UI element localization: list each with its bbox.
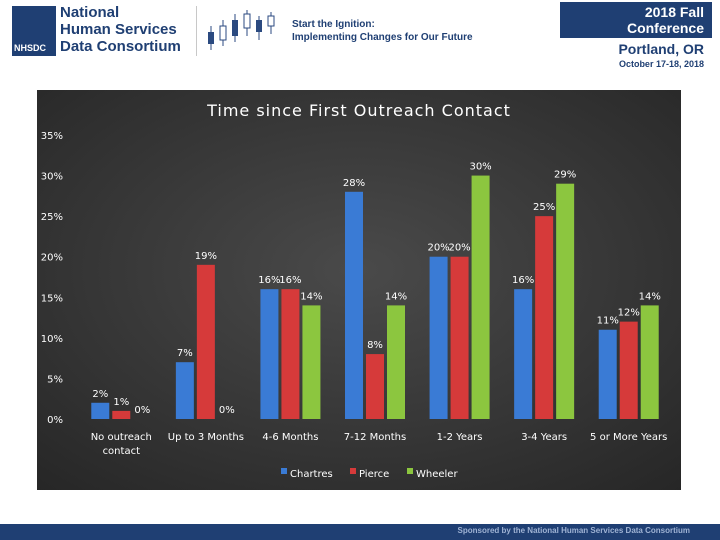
bar-value-label: 16% (512, 275, 534, 286)
bar-value-label: 12% (618, 308, 640, 319)
bar-pierce (112, 410, 131, 419)
header-divider (196, 6, 197, 56)
bar-value-label: 14% (385, 291, 407, 302)
bar-pierce (619, 321, 638, 419)
conference-dates: October 17-18, 2018 (618, 59, 704, 69)
bar-value-label: 16% (279, 275, 301, 286)
bar-chart: Time since First Outreach Contact 0% 5% 10… (37, 90, 681, 490)
bar-value-label: 1% (113, 397, 129, 408)
bar-wheeler (556, 183, 575, 419)
org-name-line-2: Human Services (60, 21, 177, 38)
conference-tagline: Start the Ignition: Implementing Changes… (292, 18, 473, 44)
bar-chartres (175, 362, 194, 419)
bar-value-label: 14% (300, 291, 322, 302)
y-tick-label: 25% (41, 212, 63, 223)
bar-wheeler (471, 175, 490, 419)
bar-chartres (598, 329, 617, 419)
bar-value-label: 8% (367, 340, 383, 351)
bar-wheeler (302, 305, 321, 419)
y-tick-label: 35% (41, 131, 63, 142)
bar-chartres (345, 191, 363, 419)
bar-value-label: 19% (195, 251, 217, 262)
bar-wheeler (387, 305, 405, 419)
org-logo: NHSDC National Human Services Data Conso… (12, 4, 192, 60)
x-tick-label: 3-4 Years (521, 432, 567, 443)
org-logo-mark: NHSDC (12, 6, 56, 56)
bar-value-label: 0% (134, 405, 150, 416)
bar-value-label: 16% (258, 275, 280, 286)
bar-pierce (281, 289, 300, 419)
bar-value-label: 20% (427, 243, 449, 254)
y-tick-label: 5% (47, 374, 63, 385)
legend-label-wheeler: Wheeler (416, 469, 458, 480)
bar-value-label: 20% (448, 243, 470, 254)
x-tick-label: 5 or More Years (590, 432, 667, 443)
bar-value-label: 2% (92, 389, 108, 400)
y-tick-label: 20% (41, 253, 63, 264)
bar-value-label: 0% (219, 405, 235, 416)
bar-pierce (450, 256, 469, 419)
chart-title: Time since First Outreach Contact (206, 101, 511, 120)
tagline-subtitle: Implementing Changes for Our Future (292, 32, 473, 43)
legend-swatch-pierce (350, 468, 356, 474)
tagline-title: Start the Ignition: (292, 19, 375, 30)
x-tick-label: 4-6 Months (262, 432, 318, 443)
bar-pierce (535, 216, 554, 419)
bar-chartres (260, 289, 279, 419)
org-abbr: NHSDC (14, 43, 47, 53)
conference-info: 2018 Fall Conference Portland, OR Octobe… (560, 2, 712, 69)
org-name-line-1: National (60, 4, 120, 21)
x-tick-label: No outreach contact (91, 432, 152, 457)
y-tick-label: 0% (47, 415, 63, 426)
org-name: National Human Services Data Consortium (60, 4, 181, 55)
footer-text: Sponsored by the National Human Services… (457, 526, 691, 535)
legend-label-pierce: Pierce (359, 469, 389, 480)
x-tick-label: Up to 3 Months (168, 432, 244, 443)
bar-wheeler (640, 305, 659, 419)
bar-value-label: 28% (343, 178, 365, 189)
x-tick-label: 1-2 Years (437, 432, 483, 443)
conference-title: 2018 Fall Conference (560, 2, 712, 38)
y-tick-label: 15% (41, 293, 63, 304)
header: NHSDC National Human Services Data Conso… (0, 0, 720, 69)
legend-swatch-wheeler (407, 468, 413, 474)
y-tick-label: 30% (41, 172, 63, 183)
bar-value-label: 7% (177, 348, 193, 359)
footer: Sponsored by the National Human Services… (0, 524, 720, 540)
conference-city: Portland, OR (618, 41, 704, 57)
bar-pierce (196, 264, 215, 419)
bar-chartres (514, 289, 533, 419)
legend-swatch-chartres (281, 468, 287, 474)
bar-pierce (366, 354, 384, 419)
bar-value-label: 11% (597, 316, 619, 327)
bar-value-label: 25% (533, 202, 555, 213)
legend-label-chartres: Chartres (290, 469, 333, 480)
org-name-line-3: Data Consortium (60, 38, 181, 55)
bar-value-label: 14% (639, 291, 661, 302)
bar-chartres (91, 402, 110, 419)
x-tick-label: 7-12 Months (344, 432, 406, 443)
bar-value-label: 29% (554, 170, 576, 181)
bar-value-label: 30% (469, 162, 491, 173)
bar-chartres (429, 256, 448, 419)
y-tick-label: 10% (41, 334, 63, 345)
ignition-chart-icon (208, 10, 275, 50)
